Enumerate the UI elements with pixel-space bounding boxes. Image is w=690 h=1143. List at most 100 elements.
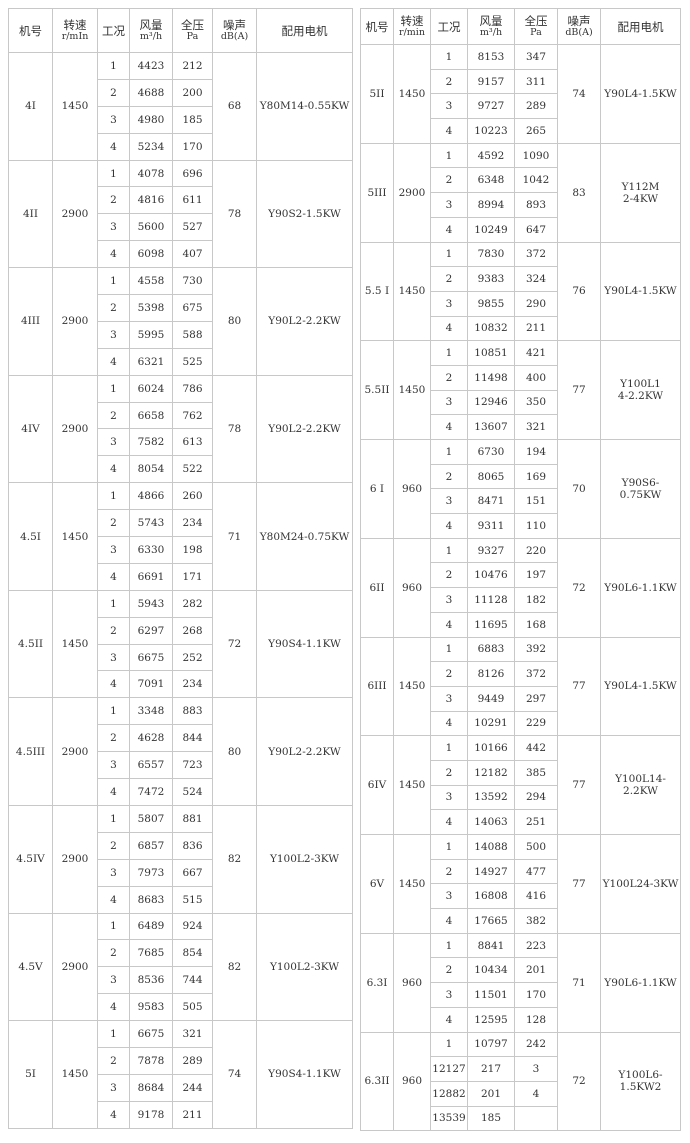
condition-cell: 3 bbox=[97, 751, 130, 780]
text-line: Y80M14-0.55KW bbox=[259, 100, 350, 113]
pressure-cell: 211 bbox=[514, 315, 558, 342]
pressure-cell: 170 bbox=[514, 982, 558, 1008]
pressure-cell bbox=[514, 1105, 558, 1132]
pressure-cell: 522 bbox=[172, 455, 213, 484]
text-line: Y90S4-1.1KW bbox=[268, 1068, 341, 1081]
condition-cell: 2 bbox=[97, 724, 130, 753]
noise-cell: 82 bbox=[212, 912, 257, 1022]
header-cell: 工况 bbox=[430, 8, 468, 45]
model-cell: 4IV bbox=[8, 374, 53, 484]
text-line: dB(A) bbox=[220, 30, 249, 42]
speed-cell: 1450 bbox=[393, 834, 431, 934]
pressure-cell: 407 bbox=[172, 240, 213, 269]
airflow-cell: 14088 bbox=[467, 834, 515, 860]
condition-cell: 2 bbox=[430, 957, 468, 984]
data-row: 4 7091 234 bbox=[9, 670, 353, 699]
motor-cell: Y90S2-1.5KW bbox=[256, 159, 353, 269]
condition-cell: 3 bbox=[97, 213, 130, 242]
condition-cell: 4 bbox=[97, 1100, 130, 1129]
pressure-cell: 297 bbox=[514, 685, 558, 712]
airflow-cell: 11498 bbox=[467, 364, 515, 391]
condition-cell: 1 bbox=[430, 834, 468, 860]
pressure-cell: 185 bbox=[172, 105, 213, 134]
speed-cell: 2900 bbox=[52, 697, 98, 806]
data-row: 4 13607 321 bbox=[361, 414, 681, 440]
header-cell: 工况 bbox=[97, 8, 130, 53]
pressure-cell: 382 bbox=[514, 908, 558, 934]
pressure-cell: 197 bbox=[514, 562, 558, 589]
noise-cell: 74 bbox=[557, 44, 601, 144]
data-row: 4IV 2900 1 6024 786 78 Y90L2-2.2KW bbox=[8, 374, 353, 484]
condition-cell: 3 bbox=[430, 982, 468, 1008]
pressure-cell: 385 bbox=[514, 759, 558, 786]
data-row: 4.5II 1450 1 5943 282 72 Y90S4-1.1KW bbox=[8, 589, 353, 699]
noise-cell: 77 bbox=[557, 340, 601, 440]
pressure-cell: 182 bbox=[514, 587, 558, 613]
data-row: 3 8471 151 bbox=[361, 488, 681, 515]
airflow-cell: 6658 bbox=[129, 401, 173, 430]
pressure-cell: 786 bbox=[172, 374, 213, 403]
speed-cell: 1450 bbox=[52, 52, 98, 161]
airflow-cell: 10291 bbox=[467, 710, 515, 737]
data-row: 5.5II 1450 1 10851 421 77 Y100L1 4-2.2KW bbox=[360, 340, 681, 440]
airflow-cell: 6557 bbox=[129, 751, 173, 780]
data-row: 12127 217 3 bbox=[361, 1056, 681, 1082]
pressure-cell: 268 bbox=[172, 616, 213, 645]
data-row: 4 6321 525 bbox=[9, 347, 353, 376]
text-line: 配用电机 bbox=[281, 23, 328, 38]
airflow-cell: 9327 bbox=[467, 537, 515, 564]
airflow-cell: 11128 bbox=[467, 587, 515, 613]
data-row: 3 16808 416 bbox=[361, 883, 681, 910]
condition-cell: 1 bbox=[97, 267, 130, 296]
airflow-cell: 9311 bbox=[467, 513, 515, 539]
airflow-cell: 17665 bbox=[467, 908, 515, 934]
motor-cell: Y90L2-2.2KW bbox=[256, 374, 353, 484]
pressure-cell: 505 bbox=[172, 993, 213, 1022]
pressure-cell: 744 bbox=[172, 966, 213, 995]
condition-cell: 2 bbox=[430, 364, 468, 391]
noise-cell: 68 bbox=[212, 52, 257, 161]
condition-cell: 3 bbox=[430, 192, 468, 218]
text-line: 工况 bbox=[102, 23, 125, 38]
condition-cell: 1 bbox=[97, 374, 130, 403]
data-row: 4 6098 407 bbox=[9, 240, 353, 269]
header-cell: 噪声 dB(A) bbox=[212, 8, 257, 53]
condition-cell: 2 bbox=[97, 831, 130, 860]
condition-cell: 3 bbox=[430, 389, 468, 416]
condition-cell: 4 bbox=[97, 885, 130, 914]
noise-cell: 82 bbox=[212, 804, 257, 914]
pressure-cell: 762 bbox=[172, 401, 213, 430]
airflow-cell: 9383 bbox=[467, 266, 515, 292]
data-row: 3 11128 182 bbox=[361, 587, 681, 613]
airflow-cell: 9157 bbox=[467, 68, 515, 95]
airflow-cell: 8683 bbox=[129, 885, 173, 914]
motor-cell: Y90L6-1.1KW bbox=[600, 537, 681, 638]
data-row: 6IV 1450 1 10166 442 77 Y100L14- 2.2KW bbox=[360, 735, 681, 835]
condition-cell: 1 bbox=[430, 142, 468, 169]
pressure-cell: 500 bbox=[514, 834, 558, 860]
data-row: 6II 960 1 9327 220 72 Y90L6-1.1KW bbox=[360, 537, 681, 638]
condition-cell: 3 bbox=[97, 320, 130, 349]
text-line: 配用电机 bbox=[617, 19, 664, 34]
data-row: 4II 2900 1 4078 696 78 Y90S2-1.5KW bbox=[8, 159, 353, 269]
condition-cell: 4 bbox=[97, 455, 130, 484]
pressure-cell: 524 bbox=[172, 778, 213, 806]
data-row: 2 6348 1042 bbox=[361, 167, 681, 194]
airflow-cell: 6730 bbox=[467, 439, 515, 465]
noise-cell: 78 bbox=[212, 374, 257, 484]
text-line: 噪声 bbox=[223, 17, 246, 32]
text-line: Y90L4-1.5KW bbox=[604, 87, 677, 100]
airflow-cell: 6857 bbox=[129, 831, 173, 860]
header-cell: 全压 Pa bbox=[172, 8, 213, 53]
pressure-cell: 675 bbox=[172, 294, 213, 322]
pressure-cell: 844 bbox=[172, 724, 213, 753]
condition-cell: 2 bbox=[97, 939, 130, 968]
airflow-cell: 8126 bbox=[467, 661, 515, 687]
model-cell: 6III bbox=[360, 636, 394, 737]
pressure-cell: 588 bbox=[172, 320, 213, 349]
airflow-cell: 10249 bbox=[467, 216, 515, 243]
airflow-cell: 9855 bbox=[467, 290, 515, 317]
pressure-cell: 229 bbox=[514, 710, 558, 737]
pressure-cell: 212 bbox=[172, 52, 213, 80]
condition-cell: 1 bbox=[430, 636, 468, 663]
